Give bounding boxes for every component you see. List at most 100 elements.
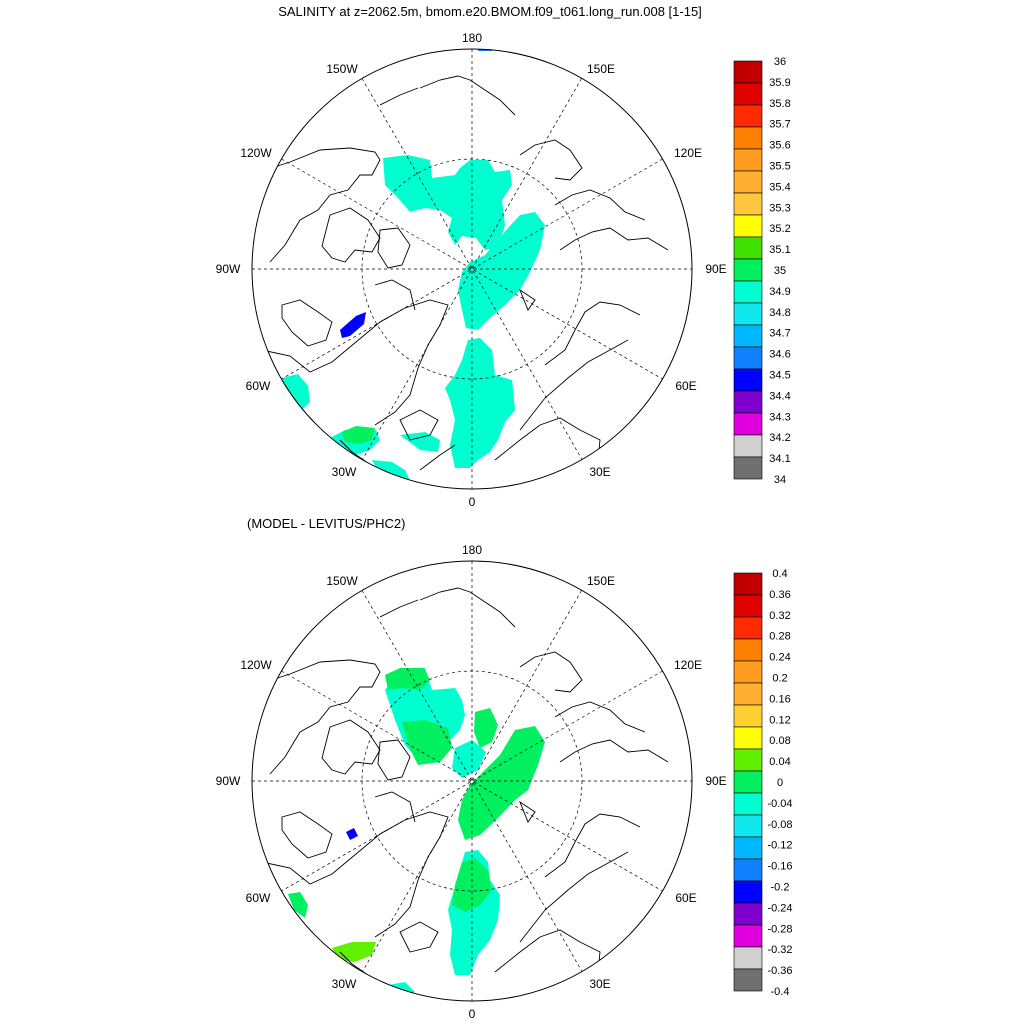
- bottom-diff-region-eurasian-green: [458, 726, 545, 840]
- top-lon-label-150w: 150W: [326, 62, 358, 76]
- bottom-lon-label-60w: 60W: [246, 891, 271, 905]
- bottom-diff-region-canadian-green: [385, 668, 430, 690]
- top-lon-label-120e: 120E: [674, 146, 702, 160]
- top-colorbar-swatch-0: [733, 60, 763, 84]
- bottom-lon-label-120w: 120W: [240, 658, 272, 672]
- bottom-colorbar-label-11: -0.04: [767, 798, 792, 810]
- top-colorbar-swatch-17: [733, 434, 763, 458]
- top-lon-label-30w: 30W: [332, 465, 357, 479]
- top-lon-label-30e: 30E: [589, 465, 610, 479]
- bottom-colorbar-swatch-18: [733, 968, 763, 992]
- bottom-lon-label-150e: 150E: [587, 574, 615, 588]
- bottom-colorbar-label-12: -0.08: [767, 819, 792, 831]
- top-colorbar-label-20: 34: [774, 474, 786, 486]
- bottom-diff-patch-negative: [346, 828, 358, 840]
- top-meridians: [252, 49, 692, 489]
- top-colorbar-swatch-8: [733, 236, 763, 260]
- bottom-colorbar-label-4: 0.24: [769, 652, 790, 664]
- bottom-colorbar-swatch-12: [733, 836, 763, 860]
- bottom-colorbar-swatch-13: [733, 858, 763, 882]
- top-colorbar-swatch-12: [733, 324, 763, 348]
- bottom-map-fields: [261, 561, 669, 1001]
- bottom-colorbar-label-19: -0.36: [767, 965, 792, 977]
- bottom-colorbar-swatch-8: [733, 748, 763, 772]
- bottom-colorbar-label-9: 0.04: [769, 756, 790, 768]
- bottom-colorbar-label-15: -0.2: [771, 882, 790, 894]
- bottom-colorbar-swatch-5: [733, 682, 763, 706]
- top-salinity-region-baffin: [282, 374, 310, 410]
- bottom-colorbar-swatch-14: [733, 880, 763, 904]
- top-colorbar-swatch-6: [733, 192, 763, 216]
- top-map-fields: [261, 49, 669, 489]
- difference-subtitle: (MODEL - LEVITUS/PHC2): [247, 516, 405, 531]
- bottom-colorbar-swatch-10: [733, 792, 763, 816]
- bottom-colorbar-swatch-4: [733, 660, 763, 684]
- bottom-colorbar-label-10: 0: [777, 777, 783, 789]
- bottom-colorbar-swatch-3: [733, 638, 763, 662]
- bottom-colorbar-swatch-0: [733, 572, 763, 596]
- top-colorbar-swatch-5: [733, 170, 763, 194]
- bottom-colorbar-label-14: -0.16: [767, 861, 792, 873]
- top-lon-label-60e: 60E: [675, 379, 696, 393]
- top-colorbar-label-18: 34.2: [769, 432, 790, 444]
- bottom-colorbar-label-16: -0.24: [767, 902, 792, 914]
- bottom-diff-region-canadian-green-2: [402, 720, 452, 765]
- bottom-colorbar-label-2: 0.32: [769, 610, 790, 622]
- top-colorbar-label-16: 34.4: [769, 390, 790, 402]
- bottom-colorbar-label-20: -0.4: [771, 986, 790, 998]
- top-colorbar-label-14: 34.6: [769, 349, 790, 361]
- top-lon-label-150e: 150E: [587, 62, 615, 76]
- bottom-coastlines: [261, 587, 669, 1001]
- top-colorbar-label-3: 35.7: [769, 119, 790, 131]
- bottom-colorbar-label-6: 0.16: [769, 693, 790, 705]
- bottom-colorbar-label-3: 0.28: [769, 631, 790, 643]
- top-colorbar-swatch-11: [733, 302, 763, 326]
- bottom-colorbar-swatch-2: [733, 616, 763, 640]
- bottom-colorbar-label-13: -0.12: [767, 840, 792, 852]
- bottom-diff-region-mid-cyan: [452, 740, 486, 778]
- top-colorbar-label-19: 34.1: [769, 453, 790, 465]
- bottom-colorbar-label-0: 0.4: [772, 568, 787, 580]
- top-longitude-labels: 180 150E 120E 90E 60E 30E 0 30W 60W 90W …: [216, 31, 727, 509]
- bottom-lon-label-120e: 120E: [674, 658, 702, 672]
- bottom-colorbar-label-8: 0.08: [769, 735, 790, 747]
- bottom-colorbar-label-17: -0.28: [767, 923, 792, 935]
- bottom-colorbar-label-18: -0.32: [767, 944, 792, 956]
- top-colorbar-label-17: 34.3: [769, 411, 790, 423]
- top-colorbar-swatch-15: [733, 390, 763, 414]
- top-colorbar-label-9: 35.1: [769, 244, 790, 256]
- top-colorbar-swatch-13: [733, 346, 763, 370]
- top-colorbar-swatch-18: [733, 456, 763, 480]
- top-colorbar-label-5: 35.5: [769, 161, 790, 173]
- top-salinity-pole-patch: [478, 49, 492, 51]
- bottom-diff-region-baffin: [288, 892, 308, 918]
- bottom-colorbar-label-7: 0.12: [769, 714, 790, 726]
- bottom-diff-region-labrador: [332, 942, 376, 962]
- top-colorbar-label-7: 35.3: [769, 202, 790, 214]
- top-map: 180 150E 120E 90E 60E 30E 0 30W 60W 90W …: [216, 31, 791, 509]
- top-lon-label-90w: 90W: [216, 262, 241, 276]
- bottom-colorbar-swatch-17: [733, 946, 763, 970]
- top-colorbar-label-1: 35.9: [769, 77, 790, 89]
- bottom-colorbar-swatch-16: [733, 924, 763, 948]
- top-colorbar-swatch-2: [733, 104, 763, 128]
- top-lon-label-60w: 60W: [246, 379, 271, 393]
- top-colorbar-swatch-14: [733, 368, 763, 392]
- bottom-lon-label-90w: 90W: [216, 774, 241, 788]
- top-colorbar-label-13: 34.7: [769, 328, 790, 340]
- top-colorbar-swatch-3: [733, 126, 763, 150]
- top-colorbar-label-15: 34.5: [769, 370, 790, 382]
- bottom-lon-label-150w: 150W: [326, 574, 358, 588]
- top-colorbar-swatch-9: [733, 258, 763, 282]
- top-lon-label-0: 0: [469, 495, 476, 509]
- bottom-colorbar-label-5: 0.2: [772, 673, 787, 685]
- main-title: SALINITY at z=2062.5m, bmom.e20.BMOM.f09…: [278, 4, 702, 19]
- bottom-lon-label-30e: 30E: [589, 977, 610, 991]
- bottom-map: 180 150E 120E 90E 60E 30E 0 30W 60W 90W …: [216, 543, 793, 1021]
- bottom-colorbar-swatch-11: [733, 814, 763, 838]
- bottom-colorbar-swatch-15: [733, 902, 763, 926]
- top-salinity-region-iceland: [372, 460, 412, 485]
- top-lon-label-180: 180: [462, 31, 482, 45]
- top-colorbar-swatch-4: [733, 148, 763, 172]
